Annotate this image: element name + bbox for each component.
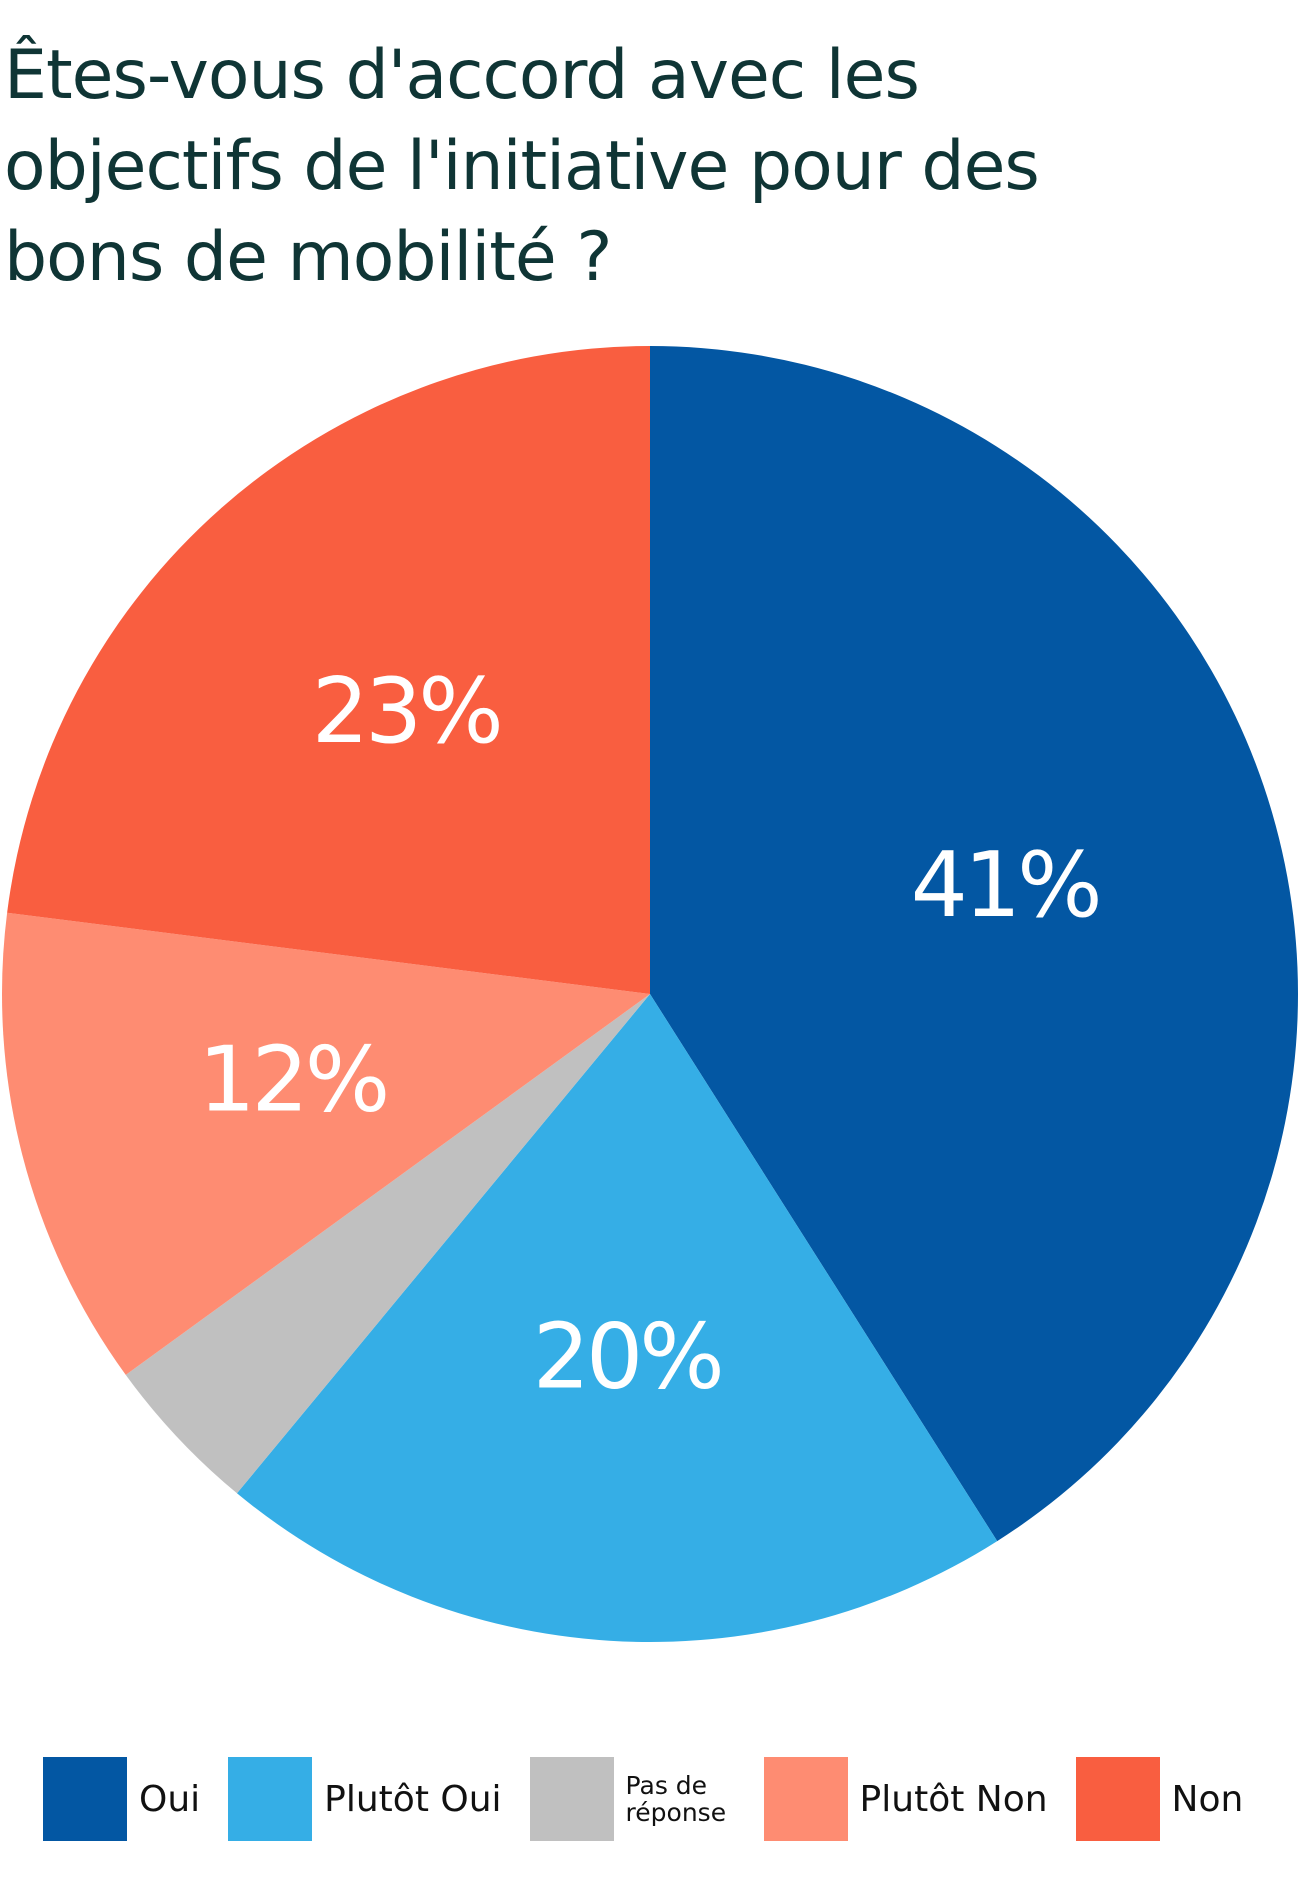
legend-label: Oui (139, 1778, 201, 1820)
pie-slice (236, 994, 998, 1642)
legend-swatch (43, 1757, 127, 1841)
legend-label: Non (1171, 1778, 1244, 1820)
legend-swatch (529, 1757, 614, 1841)
legend: Oui Plutôt Oui Pas de réponse Plutôt Non Non (43, 1757, 1271, 1841)
pie-slice (1, 912, 650, 1375)
legend-item: Plutôt Non (763, 1757, 1048, 1841)
pie-chart: 41% 20% 12% 23% (1, 346, 1298, 1642)
legend-item: Plutôt Oui (228, 1757, 502, 1841)
pie-slice (650, 346, 1298, 1542)
legend-label: Plutôt Oui (324, 1778, 502, 1820)
legend-item: Non (1075, 1757, 1244, 1841)
legend-item: Oui (43, 1757, 200, 1841)
chart-title: Êtes-vous d'accord avec les objectifs de… (4, 36, 1040, 297)
legend-swatch (1075, 1757, 1160, 1841)
legend-swatch (228, 1757, 313, 1841)
slice-label: 20% (533, 1305, 721, 1410)
slice-label: 41% (911, 833, 1099, 938)
legend-item: Pas de réponse (529, 1757, 736, 1841)
legend-label: Pas de réponse (625, 1771, 727, 1827)
slice-label: 12% (198, 1028, 386, 1133)
pie-slice (7, 346, 650, 994)
legend-swatch (763, 1757, 848, 1841)
legend-label: Plutôt Non (859, 1778, 1048, 1820)
slice-label: 23% (312, 659, 500, 764)
pie-slice (125, 994, 651, 1494)
